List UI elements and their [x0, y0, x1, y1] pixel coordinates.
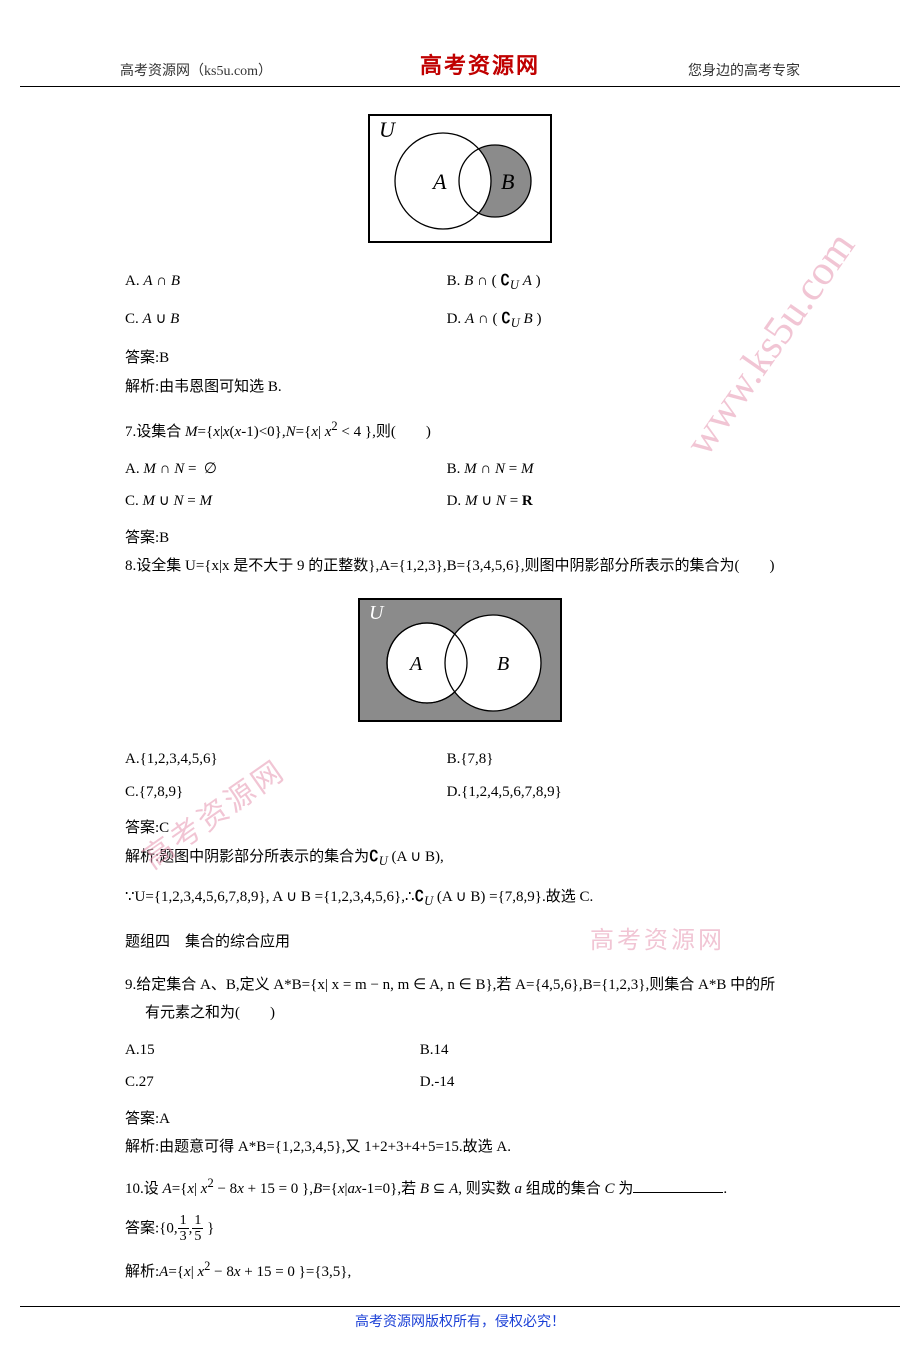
q8-option-d: D.{1,2,4,5,6,7,8,9} [447, 778, 769, 807]
venn-diagram-1: U A B [125, 111, 795, 257]
q7-option-a: A. M ∩ N = ∅ [125, 455, 447, 484]
q8-option-a: A.{1,2,3,4,5,6} [125, 745, 447, 774]
q10-answer: 答案:{0,13,15 } [125, 1213, 795, 1245]
q6-options-row1: A. A ∩ B B. B ∩ ( ∁U A ) [125, 267, 795, 298]
q6-options-row2: C. A ∪ B D. A ∩ ( ∁U B ) [125, 305, 795, 336]
q7-answer: 答案:B [125, 524, 795, 553]
q6-answer: 答案:B [125, 344, 795, 373]
q9-option-c: C.27 [125, 1068, 420, 1097]
q8-answer: 答案:C [125, 814, 795, 843]
page-footer: 高考资源网版权所有，侵权必究！ [20, 1306, 900, 1361]
venn2-u-label: U [369, 602, 385, 624]
venn1-a-label: A [431, 169, 447, 194]
header-left: 高考资源网（ks5u.com） [120, 60, 272, 80]
q9-answer: 答案:A [125, 1105, 795, 1134]
q9-explanation: 解析:由题意可得 A*B={1,2,3,4,5},又 1+2+3+4+5=15.… [125, 1133, 795, 1162]
q9-options-row2: C.27 D.-14 [125, 1068, 795, 1097]
q6-option-a: A. A ∩ B [125, 267, 447, 298]
q9-options-row1: A.15 B.14 [125, 1036, 795, 1065]
q7-stem: 7.设集合 M={x|x(x-1)<0},N={x| x2 < 4 },则( ) [125, 415, 795, 447]
venn2-a-label: A [408, 653, 423, 675]
q8-options-row1: A.{1,2,3,4,5,6} B.{7,8} [125, 745, 795, 774]
venn1-b-label: B [501, 169, 514, 194]
q9-stem-line1: 9.给定集合 A、B,定义 A*B={x| x = m − n, m ∈ A, … [125, 971, 795, 1000]
q8-options-row2: C.{7,8,9} D.{1,2,4,5,6,7,8,9} [125, 778, 795, 807]
q6-option-d: D. A ∩ ( ∁U B ) [447, 305, 769, 336]
q8-stem: 8.设全集 U={x|x 是不大于 9 的正整数},A={1,2,3},B={3… [125, 552, 795, 581]
q7-options-row1: A. M ∩ N = ∅ B. M ∩ N = M [125, 455, 795, 484]
q6-option-b: B. B ∩ ( ∁U A ) [447, 267, 769, 298]
header-right: 您身边的高考专家 [688, 60, 800, 80]
q8-option-b: B.{7,8} [447, 745, 769, 774]
venn2-b-label: B [497, 653, 509, 675]
venn-diagram-2: U A B [125, 595, 795, 736]
venn1-u-label: U [379, 117, 397, 142]
q9-option-a: A.15 [125, 1036, 420, 1065]
q7-option-b: B. M ∩ N = M [447, 455, 769, 484]
q7-option-c: C. M ∪ N = M [125, 487, 447, 516]
q6-explanation: 解析:由韦恩图可知选 B. [125, 373, 795, 402]
q9-option-b: B.14 [420, 1036, 742, 1065]
document-body: U A B A. A ∩ B B. B ∩ ( ∁U A ) C. A ∪ B … [0, 87, 920, 1296]
q8-explanation-2: ∵U={1,2,3,4,5,6,7,8,9}, A ∪ B ={1,2,3,4,… [125, 883, 795, 914]
q7-options-row2: C. M ∪ N = M D. M ∪ N = R [125, 487, 795, 516]
q10-stem: 10.设 A={x| x2 − 8x + 15 = 0 },B={x|ax-1=… [125, 1172, 795, 1204]
header-logo-text: 高考资源网 [420, 48, 540, 80]
page-header: 高考资源网（ks5u.com） 高考资源网 您身边的高考专家 [20, 0, 900, 87]
q8-option-c: C.{7,8,9} [125, 778, 447, 807]
q8-explanation-1: 解析:题图中阴影部分所表示的集合为∁U (A ∪ B), [125, 843, 795, 874]
q6-option-c: C. A ∪ B [125, 305, 447, 336]
q7-option-d: D. M ∪ N = R [447, 487, 769, 516]
q9-stem-line2: 有元素之和为( ) [125, 999, 795, 1028]
q9-option-d: D.-14 [420, 1068, 742, 1097]
group4-title: 题组四 集合的综合应用 [125, 928, 795, 957]
q10-explanation: 解析:A={x| x2 − 8x + 15 = 0 }={3,5}, [125, 1255, 795, 1287]
